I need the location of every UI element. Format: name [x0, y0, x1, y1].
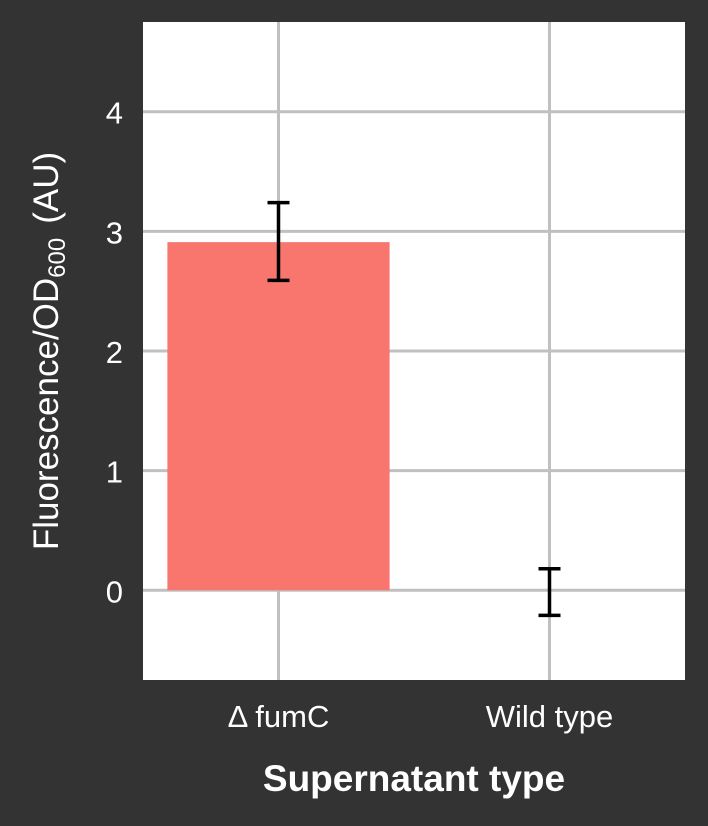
y-tick-label: 2 [106, 335, 123, 370]
y-tick-label: 1 [106, 455, 123, 490]
y-tick-labels: 0 1 2 3 4 [106, 96, 123, 610]
y-tick-label: 3 [106, 215, 123, 250]
y-axis-title-unit: (AU) [27, 152, 66, 224]
y-axis-title-main: Fluorescence/OD [27, 278, 66, 550]
bar [167, 242, 390, 591]
y-tick-label: 4 [106, 96, 123, 131]
y-axis-title-subscript: 600 [44, 238, 71, 278]
x-tick-labels: Δ fumC Wild type [228, 699, 614, 734]
errorbar-layer [267, 200, 561, 618]
y-tick-label: 0 [106, 574, 123, 609]
x-axis-title: Supernatant type [263, 758, 565, 799]
y-axis-title: Fluorescence/OD600 (AU) [27, 152, 71, 550]
x-tick-label: Δ fumC [228, 699, 330, 734]
x-tick-label: Wild type [486, 699, 613, 734]
bar-layer [167, 242, 390, 591]
